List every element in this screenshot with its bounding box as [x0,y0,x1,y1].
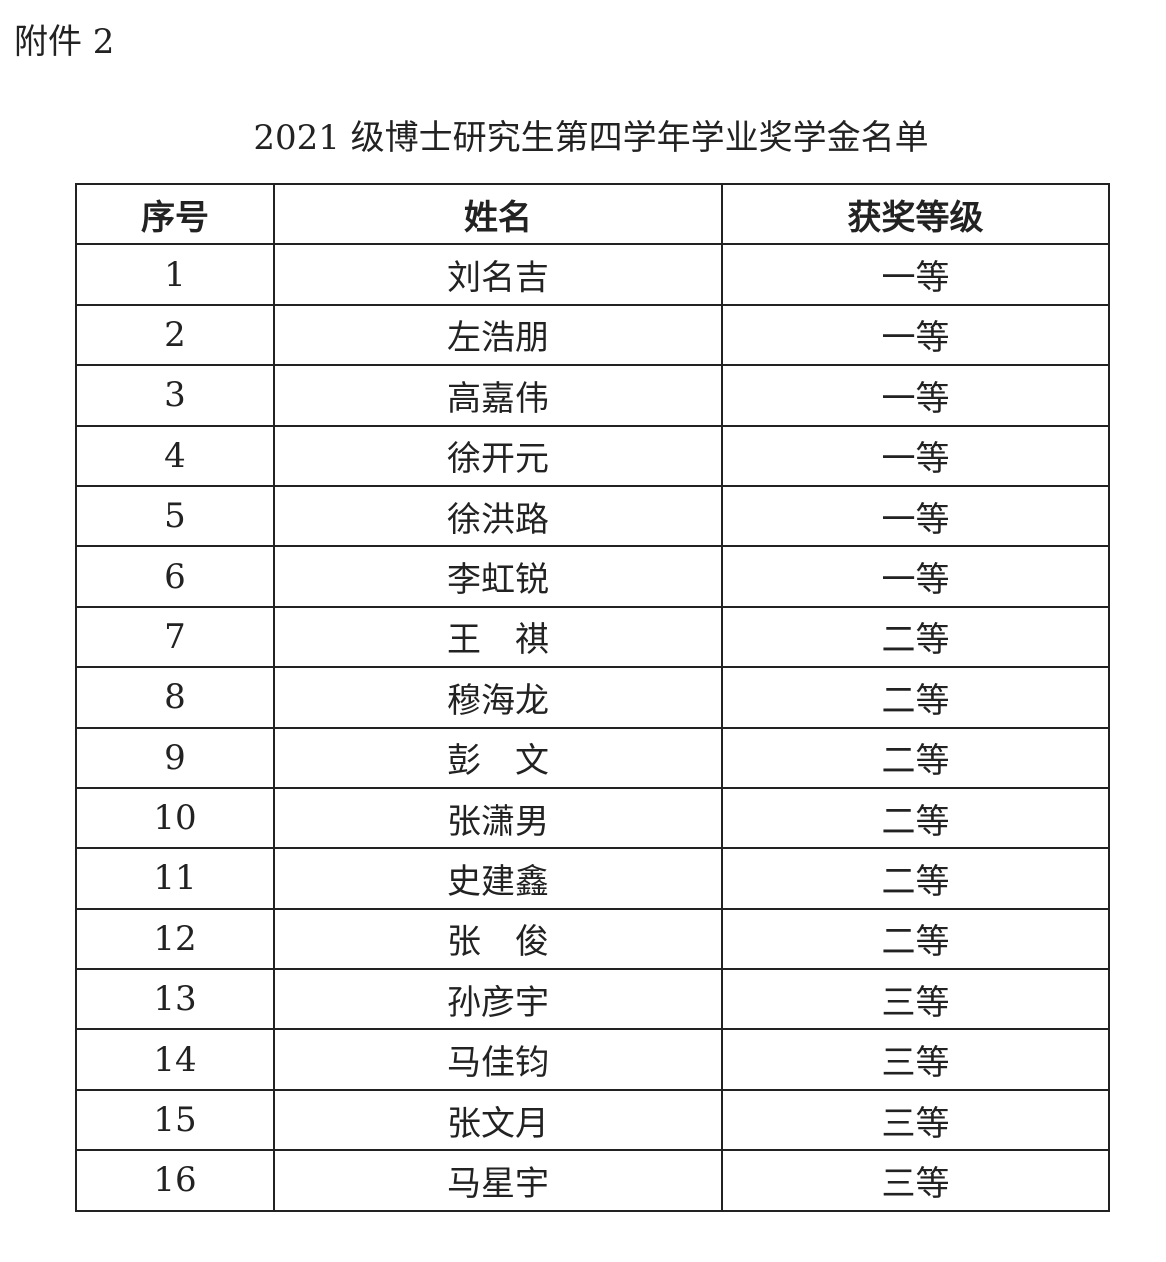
level-cell: 二等 [721,847,1110,910]
table-row: 15 张文月 三等 [75,1088,1110,1152]
table-row: 11 史建鑫 二等 [75,847,1110,910]
table-row: 14 马佳钧 三等 [75,1028,1110,1091]
name-cell: 马佳钧 [273,1028,723,1091]
header-level: 获奖等级 [721,182,1110,246]
table-row: 13 孙彦宇 三等 [75,968,1110,1031]
level-cell: 二等 [721,726,1110,789]
header-row: 序号 姓名 获奖等级 [75,182,1110,246]
level-cell: 三等 [721,968,1110,1031]
level-cell: 二等 [721,605,1110,669]
attachment-label: 附件 2 [14,22,115,62]
name-cell: 左浩朋 [273,303,723,367]
level-cell: 一等 [721,364,1110,427]
name-cell: 马星宇 [273,1149,723,1212]
index-cell: 4 [75,424,275,487]
table-row: 1 刘名吉 一等 [75,243,1110,306]
level-cell: 一等 [721,243,1110,306]
index-cell: 3 [75,364,275,427]
level-cell: 三等 [721,1149,1110,1212]
index-cell: 14 [75,1028,275,1091]
table-row: 2 左浩朋 一等 [75,303,1110,367]
name-cell: 高嘉伟 [273,364,723,427]
level-cell: 一等 [721,484,1110,548]
level-cell: 二等 [721,786,1110,850]
document-title: 2021 级博士研究生第四学年学业奖学金名单 [253,118,929,158]
level-cell: 三等 [721,1028,1110,1091]
name-cell: 徐洪路 [273,484,723,548]
table-row: 8 穆海龙 二等 [75,666,1110,729]
level-cell: 一等 [721,303,1110,367]
table-row: 16 马星宇 三等 [75,1149,1110,1212]
scholarship-table: 序号 姓名 获奖等级 1 刘名吉 一等 2 左浩朋 一等 3 高嘉伟 一等 4 徐开元 一等 5 徐洪路一… [75,182,1110,1212]
table-row: 6 李虹锐 一等 [75,545,1110,608]
index-cell: 10 [75,786,275,850]
index-cell: 8 [75,666,275,729]
index-cell: 11 [75,847,275,910]
name-cell: 李虹锐 [273,545,723,608]
name-cell: 张 俊 [273,907,723,971]
index-cell: 5 [75,484,275,548]
name-cell: 彭 文 [273,726,723,789]
index-cell: 1 [75,243,275,306]
index-cell: 7 [75,605,275,669]
header-index: 序号 [75,182,275,246]
index-cell: 2 [75,303,275,367]
index-cell: 9 [75,726,275,789]
name-cell: 张文月 [273,1088,723,1152]
level-cell: 三等 [721,1088,1110,1152]
name-cell: 刘名吉 [273,243,723,306]
level-cell: 二等 [721,666,1110,729]
level-cell: 一等 [721,424,1110,487]
name-cell: 张潇男 [273,786,723,850]
name-cell: 穆海龙 [273,666,723,729]
name-cell: 王 祺 [273,605,723,669]
name-cell: 史建鑫 [273,847,723,910]
index-cell: 12 [75,907,275,971]
index-cell: 15 [75,1088,275,1152]
index-cell: 6 [75,545,275,608]
table-row: 10 张潇男 二等 [75,786,1110,850]
level-cell: 二等 [721,907,1110,971]
table-row: 5 徐洪路 一等 [75,484,1110,548]
table-row: 12 张 俊二等 [75,907,1110,971]
name-cell: 孙彦宇 [273,968,723,1031]
level-cell: 一等 [721,545,1110,608]
index-cell: 16 [75,1149,275,1212]
name-cell: 徐开元 [273,424,723,487]
table-row: 3 高嘉伟 一等 [75,364,1110,427]
index-cell: 13 [75,968,275,1031]
table-row: 4 徐开元 一等 [75,424,1110,487]
header-name: 姓名 [273,182,723,246]
